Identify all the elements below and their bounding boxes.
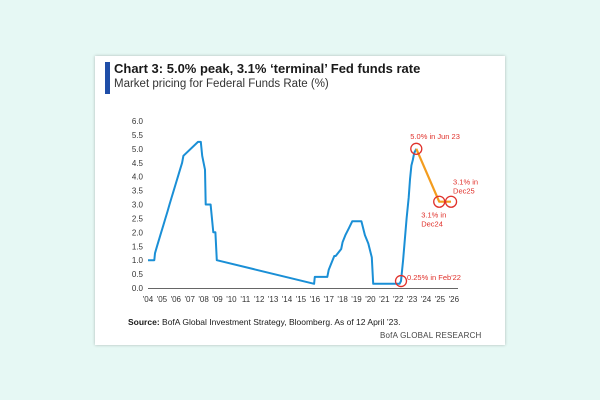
x-tick-label: '24 <box>421 295 432 304</box>
y-tick-label: 0.0 <box>132 284 144 293</box>
chart-subtitle: Market pricing for Federal Funds Rate (%… <box>114 78 329 90</box>
x-tick-label: '19 <box>351 295 362 304</box>
annotation-label: 5.0% in Jun 23 <box>410 132 460 141</box>
x-tick-label: '22 <box>393 295 404 304</box>
annotation-circle <box>433 195 446 208</box>
x-tick-label: '08 <box>198 295 209 304</box>
y-tick-label: 5.0 <box>132 145 144 154</box>
annotation-label: Dec25 <box>453 187 475 196</box>
x-tick-label: '17 <box>323 295 334 304</box>
chart-card <box>95 56 505 345</box>
historical-rate-line <box>148 140 418 285</box>
annotation-label: 3.1% in <box>421 211 446 220</box>
y-tick-label: 3.5 <box>132 187 144 196</box>
brand-label: BofA GLOBAL RESEARCH <box>380 331 482 340</box>
x-tick-label: '21 <box>379 295 390 304</box>
x-tick-label: '12 <box>254 295 265 304</box>
x-tick-label: '11 <box>240 295 250 304</box>
y-tick-label: 4.5 <box>132 159 144 168</box>
x-tick-label: '26 <box>449 295 460 304</box>
x-tick-label: '23 <box>407 295 418 304</box>
source-text: BofA Global Investment Strategy, Bloombe… <box>162 317 401 327</box>
y-tick-label: 1.0 <box>132 256 144 265</box>
chart-title: Chart 3: 5.0% peak, 3.1% ‘terminal’ Fed … <box>114 61 421 76</box>
y-tick-label: 2.5 <box>132 214 144 223</box>
y-tick-label: 6.0 <box>132 117 144 126</box>
x-tick-label: '15 <box>296 295 307 304</box>
x-tick-label: '05 <box>157 295 168 304</box>
x-tick-label: '13 <box>268 295 279 304</box>
x-tick-label: '18 <box>337 295 348 304</box>
x-tick-label: '14 <box>282 295 293 304</box>
annotation-label: Dec24 <box>421 220 443 229</box>
annotation-circle <box>394 274 408 288</box>
x-axis: '04'05'06'07'08'09'10'11'12'13'14'15'16 '… <box>143 288 460 304</box>
y-tick-label: 2.0 <box>132 228 144 237</box>
annotation-circle <box>444 195 458 208</box>
x-tick-label: '10 <box>226 295 237 304</box>
x-tick-label: '07 <box>184 295 195 304</box>
x-tick-label: '06 <box>171 295 182 304</box>
annotation-label: 3.1% in <box>453 178 478 187</box>
projection-rate-line <box>415 148 451 203</box>
y-tick-label: 5.5 <box>132 131 144 140</box>
x-tick-label: '04 <box>143 295 154 304</box>
y-tick-label: 0.5 <box>132 270 144 279</box>
y-tick-label: 4.0 <box>132 173 144 182</box>
y-tick-label: 3.0 <box>132 201 144 210</box>
source-note: Source: BofA Global Investment Strategy,… <box>128 317 400 327</box>
annotation-label: 0.25% in Feb'22 <box>407 273 461 282</box>
y-axis: 0.0 0.5 1.0 1.5 2.0 2.5 3.0 3.5 4.0 4.5 5.0 5.5 6.0 <box>132 117 144 293</box>
y-tick-label: 1.5 <box>132 242 144 251</box>
x-tick-label: '20 <box>365 295 376 304</box>
x-tick-label: '09 <box>212 295 223 304</box>
series-lines <box>148 140 451 285</box>
annotation-circle <box>410 142 423 155</box>
title-accent-bar <box>105 62 110 94</box>
x-tick-label: '25 <box>435 295 446 304</box>
source-label: Source: <box>128 317 160 327</box>
x-tick-label: '16 <box>310 295 321 304</box>
annotations: 0.25% in Feb'225.0% in Jun 233.1% inDec2… <box>394 132 478 288</box>
